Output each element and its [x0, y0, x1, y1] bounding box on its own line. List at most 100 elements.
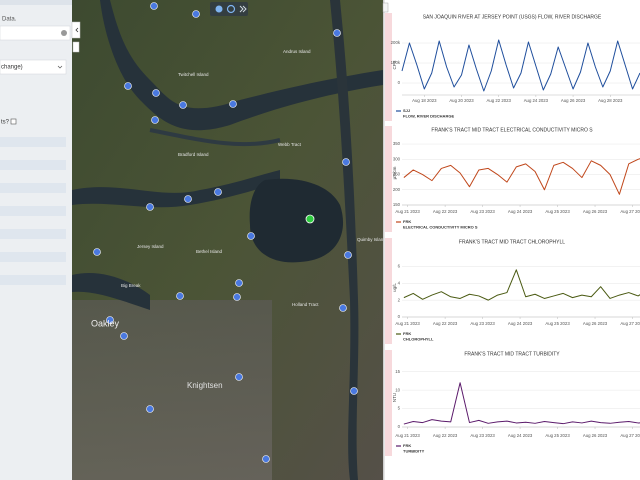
station[interactable] — [339, 304, 347, 312]
river — [100, 0, 383, 131]
station[interactable] — [235, 373, 243, 381]
selected-station[interactable] — [305, 214, 315, 224]
filter-row[interactable] — [0, 206, 66, 216]
y-tick-label: 200k — [391, 40, 401, 45]
x-tick-label: Aug 22 2023 — [433, 321, 458, 326]
lake — [249, 178, 344, 263]
expand-button[interactable] — [239, 5, 247, 13]
station[interactable] — [229, 100, 237, 108]
filter-row[interactable] — [0, 252, 66, 262]
y-tick-label: 0 — [398, 424, 401, 429]
resize-handle[interactable] — [72, 41, 80, 53]
map-label: Jersey Island — [137, 244, 164, 249]
cloud-button[interactable] — [215, 5, 223, 13]
station[interactable] — [350, 387, 358, 395]
x-tick-label: Aug 23 2023 — [470, 433, 495, 438]
data-line — [401, 39, 640, 92]
legend-entry: FRK — [403, 443, 411, 448]
dropdown[interactable] — [0, 59, 67, 75]
chart-marker-strip — [385, 238, 392, 344]
map-toolbar — [210, 2, 248, 16]
station[interactable] — [93, 248, 101, 256]
x-tick-label: Aug 27 2023 — [620, 209, 640, 214]
resize-handle[interactable] — [382, 2, 389, 13]
refresh-button[interactable] — [226, 4, 236, 14]
x-tick-label: Aug 20 2023 — [449, 98, 474, 103]
station[interactable] — [235, 279, 243, 287]
station[interactable] — [344, 251, 352, 259]
data-line — [403, 269, 640, 301]
info-icon[interactable] — [61, 30, 67, 36]
river — [72, 272, 150, 310]
data-line — [403, 158, 640, 195]
input-field[interactable] — [0, 25, 71, 41]
y-axis-label: ug/L — [392, 283, 397, 292]
station[interactable] — [120, 332, 128, 340]
filter-list — [0, 137, 66, 285]
station[interactable] — [214, 188, 222, 196]
map-label: Bethel Island — [196, 249, 223, 254]
x-tick-label: Aug 18 2023 — [412, 98, 437, 103]
station[interactable] — [333, 29, 341, 37]
map[interactable]: Twitchell Island Andrus Island Bradford … — [72, 0, 386, 480]
station[interactable] — [146, 203, 154, 211]
y-tick-label: 6 — [398, 264, 401, 269]
y-axis-label: µS/cm — [392, 166, 397, 179]
chart-title: FRANK'S TRACT MID TRACT CHLOROPHYLL — [459, 239, 565, 245]
station[interactable] — [150, 2, 158, 10]
filter-row[interactable] — [0, 183, 66, 193]
station[interactable] — [233, 293, 241, 301]
toolbar-background — [210, 2, 248, 16]
station[interactable] — [262, 455, 270, 463]
x-tick-label: Aug 27 2023 — [620, 321, 640, 326]
filter-row[interactable] — [0, 229, 66, 239]
legend-entry: SJJ — [403, 108, 410, 113]
filter-row[interactable] — [0, 275, 66, 285]
y-tick-label: 2 — [398, 297, 401, 302]
stations[interactable] — [93, 2, 358, 463]
chart-title: SAN JOAQUIN RIVER AT JERSEY POINT (USGS)… — [423, 14, 602, 20]
x-tick-label: Aug 21 2023 — [395, 433, 420, 438]
y-tick-label: 250 — [393, 172, 401, 177]
sidebar: Data. change) ts? — [0, 0, 81, 480]
station[interactable] — [184, 195, 192, 203]
urban-area — [72, 300, 272, 480]
x-tick-label: Aug 26 2023 — [583, 321, 608, 326]
y-tick-label: 200 — [393, 187, 401, 192]
station[interactable] — [247, 232, 255, 240]
station[interactable] — [192, 10, 200, 18]
sidebar-header — [0, 0, 72, 5]
station[interactable] — [146, 405, 154, 413]
checkbox-label: ts? — [1, 120, 10, 126]
station[interactable] — [176, 292, 184, 300]
y-tick-label: 300 — [393, 156, 401, 161]
station[interactable] — [152, 89, 160, 97]
x-tick-label: Aug 24 2023 — [508, 321, 533, 326]
chart-title: FRANK'S TRACT MID TRACT ELECTRICAL CONDU… — [431, 127, 593, 133]
dropdown-arrow — [57, 65, 63, 69]
y-tick-label: 100k — [391, 60, 401, 65]
map-label: Webb Tract — [278, 142, 302, 147]
x-tick-label: Aug 24 2023 — [524, 98, 549, 103]
station[interactable] — [342, 158, 350, 166]
station[interactable] — [106, 316, 114, 324]
x-tick-label: Aug 22 2023 — [433, 209, 458, 214]
station[interactable] — [151, 116, 159, 124]
y-axis-label: NTU — [392, 393, 397, 402]
chart-marker-strip — [385, 126, 392, 232]
filter-row[interactable] — [0, 160, 66, 170]
checkbox[interactable] — [10, 118, 17, 125]
station[interactable] — [179, 101, 187, 109]
dropdown-value: change) — [1, 65, 23, 71]
map-label: Quimby Island — [357, 237, 386, 242]
y-tick-label: 10 — [395, 387, 400, 392]
panel-divider[interactable] — [383, 0, 385, 480]
river — [72, 170, 280, 208]
x-tick-label: Aug 25 2023 — [545, 433, 570, 438]
station[interactable] — [124, 82, 132, 90]
filter-row[interactable] — [0, 137, 66, 147]
map-label: Twitchell Island — [178, 72, 209, 77]
x-tick-label: Aug 22 2023 — [487, 98, 512, 103]
charts: SAN JOAQUIN RIVER AT JERSEY POINT (USGS)… — [385, 13, 640, 456]
